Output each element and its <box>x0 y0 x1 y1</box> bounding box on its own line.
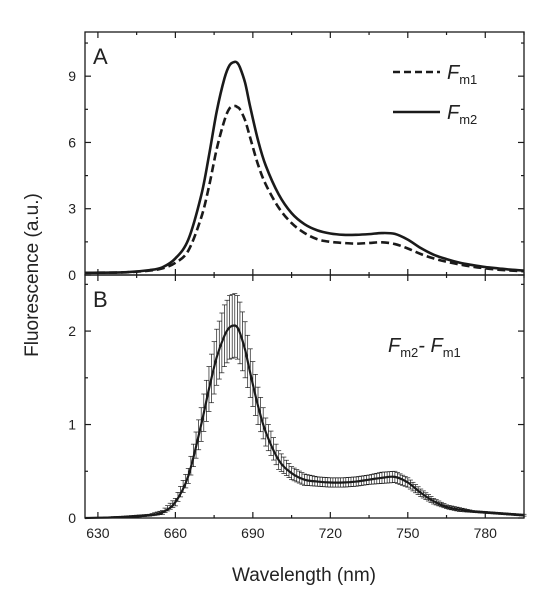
y-axis-title: Fluorescence (a.u.) <box>22 193 43 357</box>
panel-a-marks <box>84 60 525 275</box>
legend-diff-label: Fm2- Fm1 <box>388 335 461 360</box>
y-tick-label: 3 <box>68 201 76 217</box>
legend-fm2-label: Fm2 <box>447 102 477 127</box>
x-tick-label: 780 <box>474 525 498 541</box>
x-tick-label: 630 <box>86 525 110 541</box>
y-tick-label: 6 <box>68 134 76 150</box>
panel-b-frame <box>84 274 525 519</box>
x-tick-label: 720 <box>319 525 343 541</box>
legend-diff-main1: F <box>388 335 402 357</box>
series-line-fm2 <box>84 60 525 275</box>
legend-diff-sub2: m1 <box>443 345 461 360</box>
error-bars <box>103 293 527 519</box>
y-tick-label: 0 <box>68 510 76 526</box>
panel-a-label: A <box>93 44 108 69</box>
panel-b-marks <box>84 293 527 520</box>
y-tick-label: 0 <box>68 267 76 283</box>
legend-fm1-main: F <box>447 62 461 84</box>
series-line-fm2-minus-fm1 <box>84 324 525 520</box>
x-tick-label: 690 <box>241 525 265 541</box>
legend-diff-main2: F <box>431 335 445 357</box>
legend-diff-sub1: m2 <box>400 345 418 360</box>
legend-fm2-main: F <box>447 102 461 124</box>
x-axis-title: Wavelength (nm) <box>232 565 376 586</box>
series-line-fm1 <box>84 104 525 275</box>
legend-fm1-label: Fm1 <box>447 62 477 87</box>
panel-b-label: B <box>93 287 108 312</box>
y-tick-label: 2 <box>68 323 76 339</box>
y-tick-label: 1 <box>68 417 76 433</box>
y-tick-label: 9 <box>68 68 76 84</box>
legend-diff-sep: - <box>418 335 430 357</box>
x-tick-label: 750 <box>396 525 420 541</box>
x-tick-label: 660 <box>164 525 188 541</box>
legend-fm2-sub: m2 <box>459 112 477 127</box>
legend-fm1-sub: m1 <box>459 72 477 87</box>
